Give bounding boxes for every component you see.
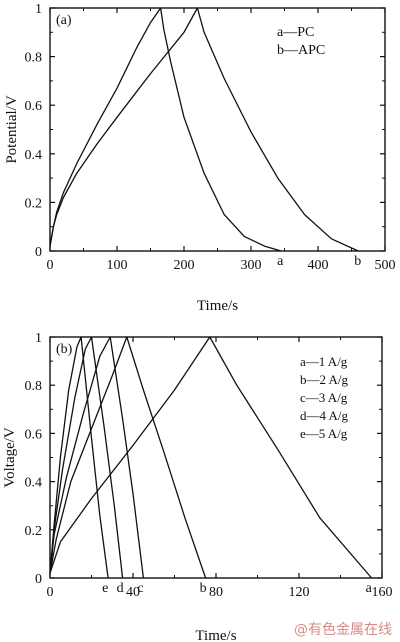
series-line-a <box>49 7 282 252</box>
chart-panel: 0 100 200 300 400 500 0 0.2 0.4 0.6 0.8 1 a b (a) a—PC b… <box>4 2 396 314</box>
series-end-label: b <box>200 581 207 596</box>
series-line-d <box>49 336 124 579</box>
y-tick-label: 0.2 <box>25 524 43 539</box>
y-tick-label: 0.4 <box>25 148 43 163</box>
x-tick-label: 500 <box>375 258 396 273</box>
panel-label: (a) <box>56 13 72 28</box>
series-end-label: d <box>117 581 124 596</box>
y-tick-label: 1 <box>35 331 42 346</box>
y-tick-label: 0.4 <box>25 476 43 491</box>
series-end-label: b <box>354 254 361 269</box>
series-end-label: a <box>277 254 284 269</box>
x-tick-label: 160 <box>372 585 393 600</box>
y-tick-label: 0.8 <box>25 51 43 66</box>
x-tick-label: 0 <box>47 258 54 273</box>
x-tick-label: 120 <box>289 585 310 600</box>
x-axis-title: Time/s <box>197 298 238 314</box>
series-end-label: e <box>102 581 108 596</box>
legend-entry: e—5 A/g <box>300 426 348 441</box>
y-tick-label: 0.6 <box>25 99 43 114</box>
x-axis-title: Time/s <box>195 628 236 642</box>
legend-entry: a—PC <box>277 25 314 40</box>
y-axis-title: Voltage/V <box>2 427 18 488</box>
panel-label: (b) <box>56 342 73 357</box>
x-tick-label: 400 <box>308 258 329 273</box>
series-line-c <box>49 336 145 579</box>
x-tick-label: 200 <box>174 258 195 273</box>
watermark: @有色金属在线 <box>294 621 392 638</box>
legend-entry: d—4 A/g <box>300 408 349 423</box>
x-tick-label: 0 <box>47 585 54 600</box>
series-line-b <box>49 336 207 579</box>
y-tick-label: 0 <box>35 572 42 587</box>
y-tick-label: 0.6 <box>25 427 43 442</box>
legend-entry: b—2 A/g <box>300 372 349 387</box>
series-end-label: a <box>366 581 373 596</box>
series-end-label: c <box>137 581 143 596</box>
y-tick-label: 1 <box>35 2 42 17</box>
plot-frame <box>49 7 386 252</box>
series-line-b <box>49 7 359 252</box>
x-tick-label: 80 <box>209 585 223 600</box>
series-line-a <box>49 336 373 579</box>
y-tick-label: 0 <box>35 245 42 260</box>
x-tick-label: 40 <box>126 585 140 600</box>
x-tick-label: 300 <box>241 258 262 273</box>
x-tick-label: 100 <box>107 258 128 273</box>
chart-panel: 0 40 80 120 160 0 0.2 0.4 0.6 0.8 1 a b cde (b) a—1 A/g… <box>2 331 393 642</box>
y-tick-label: 0.8 <box>25 379 43 394</box>
series-line-e <box>49 336 109 579</box>
y-tick-label: 0.2 <box>25 196 43 211</box>
y-axis-title: Potential/V <box>4 95 20 163</box>
legend-entry: a—1 A/g <box>300 354 348 369</box>
legend-entry: c—3 A/g <box>300 390 348 405</box>
legend-entry: b—APC <box>277 43 325 58</box>
